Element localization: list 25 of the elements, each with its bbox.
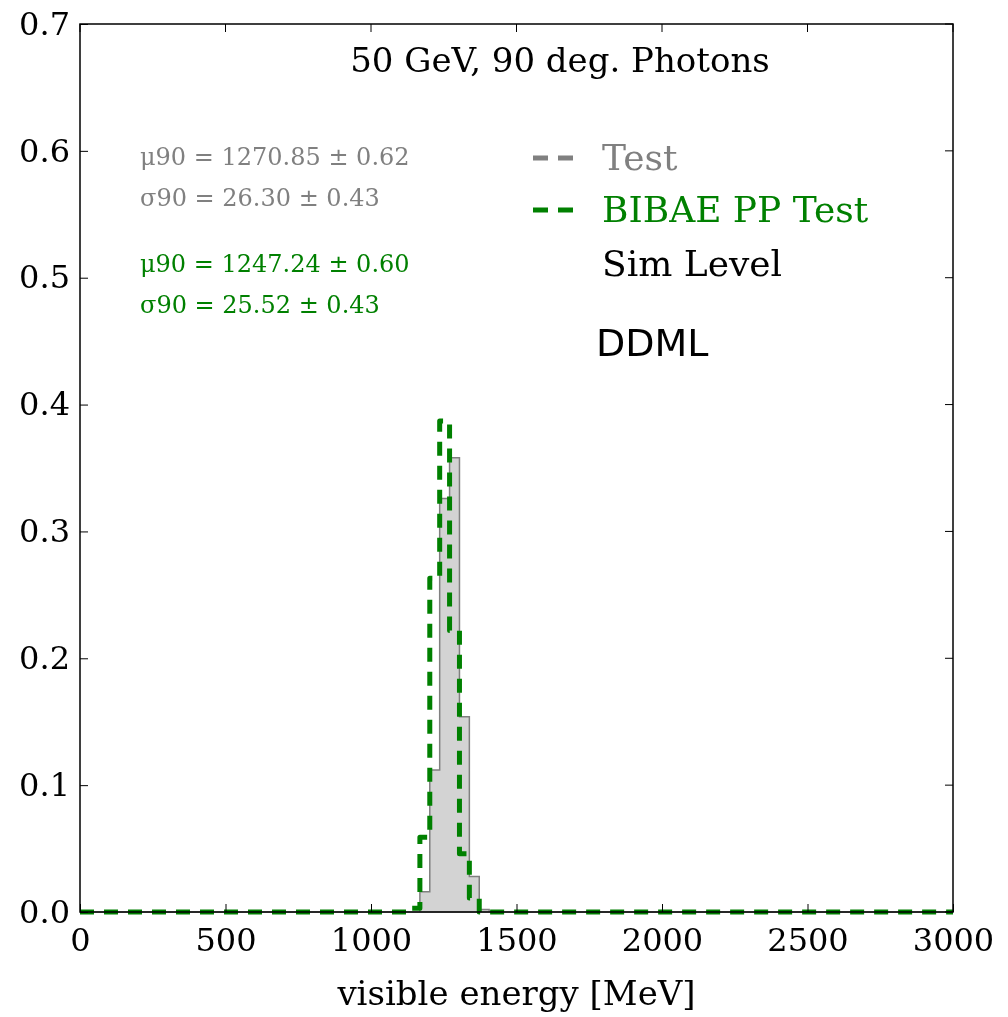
x-tick-label: 500	[195, 920, 257, 959]
annotation: μ90 = 1270.85 ± 0.62	[140, 143, 410, 171]
annotation: μ90 = 1247.24 ± 0.60	[140, 250, 410, 278]
annotation: σ90 = 26.30 ± 0.43	[140, 184, 380, 212]
x-tick-label: 2500	[767, 920, 849, 959]
x-tick-label: 3000	[912, 920, 995, 959]
y-tick-label: 0.6	[19, 131, 70, 170]
y-tick-label: 0.5	[19, 258, 70, 297]
y-tick-label: 0.2	[19, 639, 70, 678]
annotation: DDML	[596, 321, 709, 365]
x-tick-label: 1500	[476, 920, 558, 959]
annotation: σ90 = 25.52 ± 0.43	[140, 291, 380, 319]
y-tick-label: 0.1	[19, 765, 70, 804]
x-tick-label: 2000	[621, 920, 704, 959]
y-tick-label: 0.0	[19, 892, 70, 931]
y-tick-label: 0.4	[19, 385, 70, 424]
x-tick-label: 0	[70, 920, 91, 959]
x-tick-label: 1000	[330, 920, 413, 959]
y-tick-label: 0.3	[19, 512, 70, 551]
text: 50 GeV, 90 deg. Photons	[350, 40, 770, 80]
legend-label: Test	[602, 137, 678, 178]
y-tick-label: 0.7	[19, 4, 70, 43]
annotation: Sim Level	[602, 243, 783, 284]
legend-label: BIBAE PP Test	[602, 189, 869, 230]
x-axis-title: visible energy [MeV]	[336, 973, 696, 1013]
